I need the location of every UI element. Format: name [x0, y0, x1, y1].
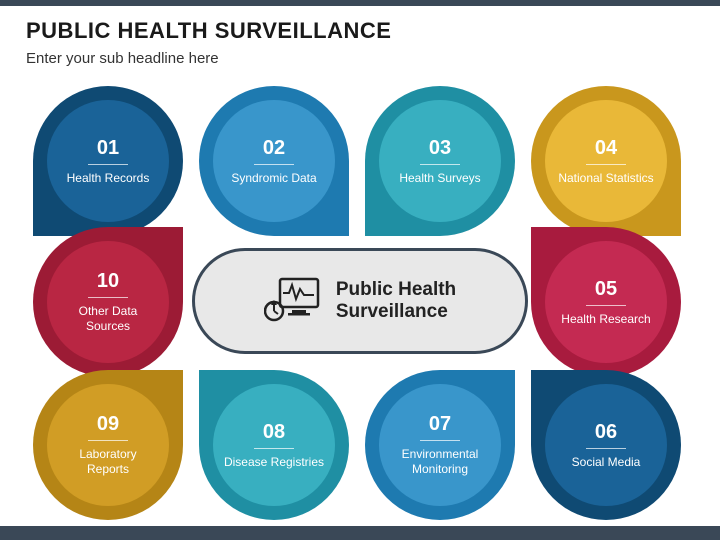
node-inner: 05 Health Research — [545, 241, 667, 363]
node-number: 07 — [429, 413, 451, 436]
node-divider — [420, 164, 460, 165]
node-number: 02 — [263, 137, 285, 160]
node-07: 07 Environmental Monitoring — [365, 370, 515, 520]
node-inner: 07 Environmental Monitoring — [379, 384, 501, 506]
page-title: PUBLIC HEALTH SURVEILLANCE — [26, 18, 694, 44]
page-subtitle: Enter your sub headline here — [26, 50, 694, 67]
node-08: 08 Disease Registries — [199, 370, 349, 520]
node-inner: 04 National Statistics — [545, 100, 667, 222]
node-number: 01 — [97, 137, 119, 160]
node-label: Environmental Monitoring — [379, 447, 501, 477]
node-01: 01 Health Records — [33, 86, 183, 236]
node-divider — [88, 297, 128, 298]
center-pill: Public HealthSurveillance — [192, 248, 528, 354]
node-divider — [88, 440, 128, 441]
node-divider — [420, 440, 460, 441]
bottom-bar — [0, 526, 720, 540]
slide: PUBLIC HEALTH SURVEILLANCE Enter your su… — [0, 0, 720, 540]
node-inner: 03 Health Surveys — [379, 100, 501, 222]
node-inner: 06 Social Media — [545, 384, 667, 506]
node-number: 03 — [429, 137, 451, 160]
node-divider — [586, 164, 626, 165]
node-divider — [586, 305, 626, 306]
node-label: Social Media — [562, 455, 651, 470]
node-06: 06 Social Media — [531, 370, 681, 520]
node-number: 08 — [263, 421, 285, 444]
node-label: Health Research — [551, 312, 660, 327]
node-label: Syndromic Data — [221, 171, 326, 186]
node-divider — [254, 448, 294, 449]
center-label: Public HealthSurveillance — [336, 279, 456, 324]
node-number: 04 — [595, 137, 617, 160]
node-label: Disease Registries — [214, 455, 334, 470]
node-label: Laboratory Reports — [47, 447, 169, 477]
node-02: 02 Syndromic Data — [199, 86, 349, 236]
node-inner: 09 Laboratory Reports — [47, 384, 169, 506]
node-inner: 10 Other Data Sources — [47, 241, 169, 363]
node-number: 10 — [97, 270, 119, 293]
node-label: Health Surveys — [389, 171, 490, 186]
node-number: 06 — [595, 421, 617, 444]
header: PUBLIC HEALTH SURVEILLANCE Enter your su… — [0, 6, 720, 71]
node-10: 10 Other Data Sources — [33, 227, 183, 377]
node-label: Other Data Sources — [47, 304, 169, 334]
node-inner: 01 Health Records — [47, 100, 169, 222]
node-03: 03 Health Surveys — [365, 86, 515, 236]
node-number: 09 — [97, 413, 119, 436]
node-09: 09 Laboratory Reports — [33, 370, 183, 520]
diagram-canvas: Public HealthSurveillance 01 Health Recor… — [0, 80, 720, 500]
node-inner: 02 Syndromic Data — [213, 100, 335, 222]
node-divider — [586, 448, 626, 449]
node-inner: 08 Disease Registries — [213, 384, 335, 506]
node-05: 05 Health Research — [531, 227, 681, 377]
node-divider — [88, 164, 128, 165]
node-number: 05 — [595, 278, 617, 301]
node-divider — [254, 164, 294, 165]
monitor-icon — [264, 277, 322, 325]
node-label: Health Records — [57, 171, 160, 186]
node-04: 04 National Statistics — [531, 86, 681, 236]
node-label: National Statistics — [548, 171, 663, 186]
